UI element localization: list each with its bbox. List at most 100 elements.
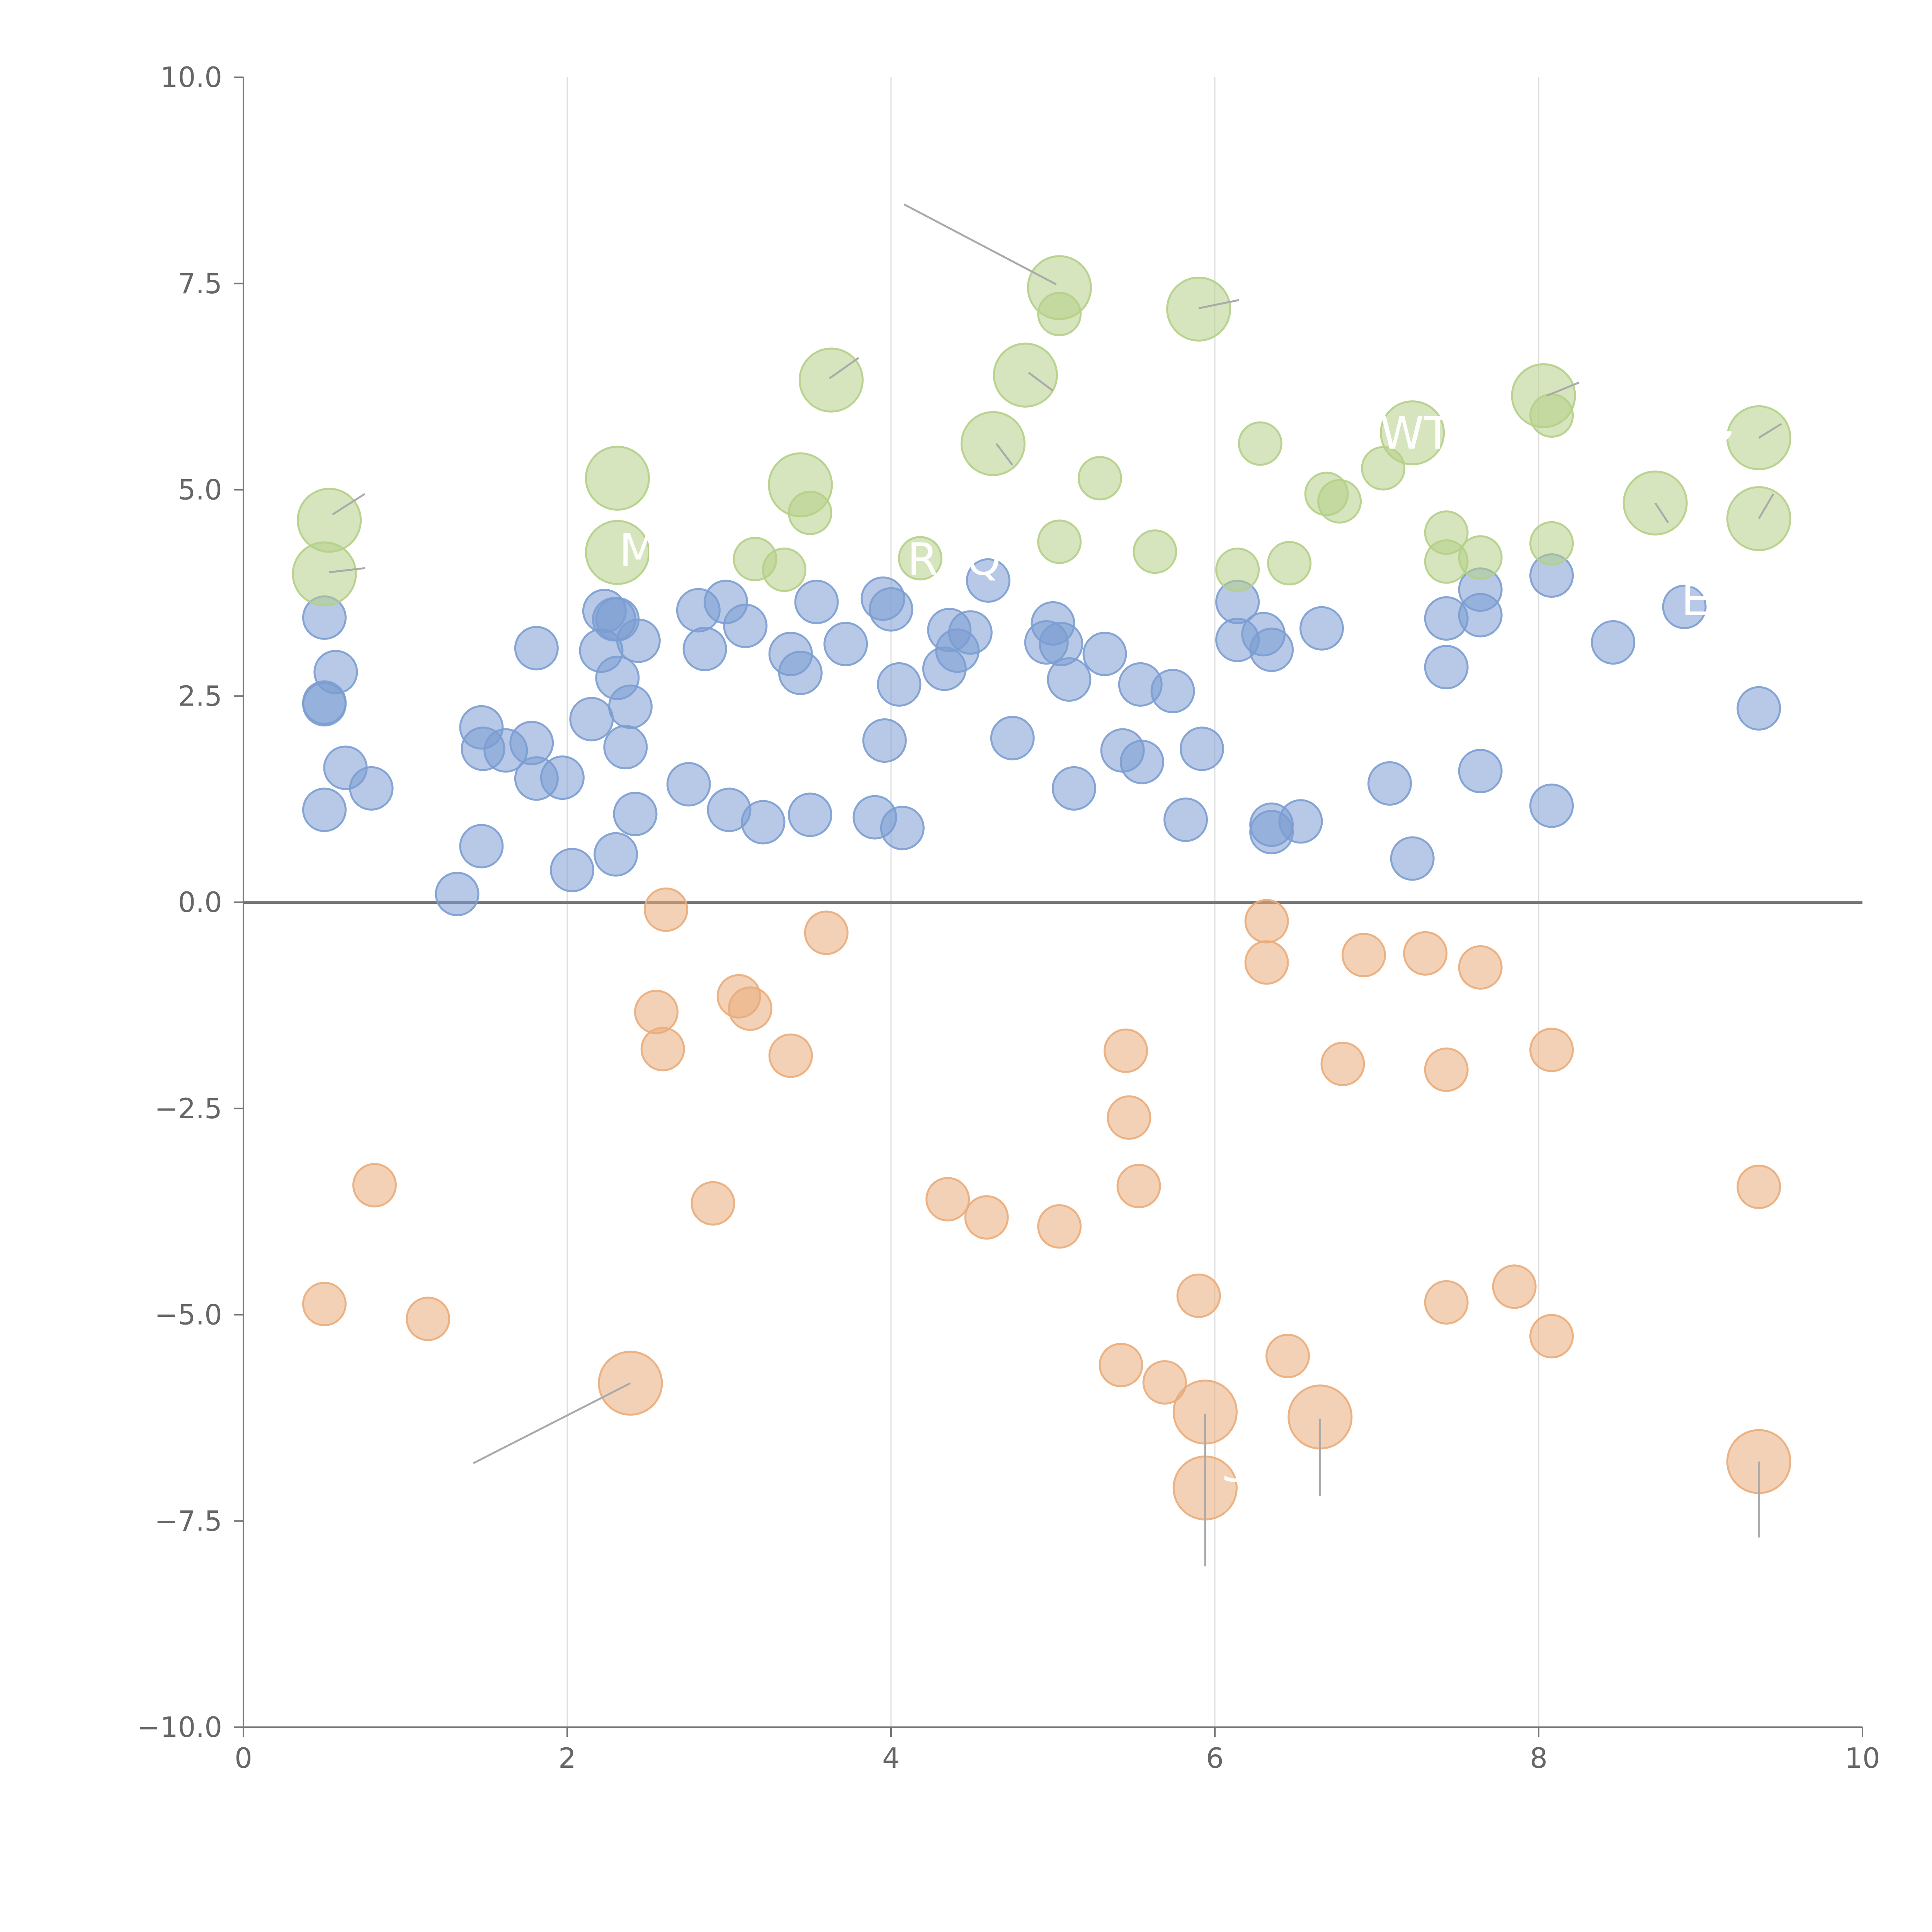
- leader-line: [332, 493, 366, 515]
- green-point: [960, 411, 1026, 476]
- leader-line: [995, 443, 1014, 466]
- y-tick-label: −7.5: [155, 1505, 222, 1537]
- orange-point: [1265, 1333, 1310, 1378]
- x-tick-label: 4: [882, 1742, 900, 1774]
- blue-point: [1249, 628, 1294, 672]
- blue-point: [1662, 585, 1707, 629]
- leader-line: [1654, 502, 1669, 524]
- leader-line: [1028, 372, 1054, 392]
- green-point: [1622, 470, 1688, 536]
- blue-point: [594, 832, 638, 877]
- leader-line: [1198, 299, 1240, 310]
- leader-line: [329, 567, 365, 573]
- blue-point: [1047, 657, 1092, 702]
- blue-point: [435, 872, 480, 917]
- blue-point: [1367, 761, 1412, 806]
- x-tick-label: 6: [1206, 1742, 1224, 1774]
- orange-point: [1424, 1280, 1469, 1325]
- green-point: [1380, 400, 1445, 466]
- blue-point: [948, 610, 993, 655]
- orange-point: [1529, 1314, 1574, 1359]
- blue-point: [869, 587, 913, 632]
- orange-point: [1176, 1273, 1221, 1318]
- orange-point: [1116, 1163, 1161, 1208]
- blue-point: [741, 800, 786, 845]
- leader-line: [829, 357, 859, 379]
- green-point: [1238, 421, 1282, 466]
- point-label: WT: [1380, 408, 1451, 459]
- blue-point: [723, 604, 768, 648]
- orange-point: [1037, 1204, 1082, 1249]
- y-tick-label: 5.0: [178, 474, 222, 506]
- orange-point: [1142, 1360, 1187, 1405]
- green-point: [1317, 479, 1362, 524]
- green-point: [1166, 276, 1231, 342]
- green-point: [1529, 521, 1574, 566]
- point-label: REQ: [907, 534, 1001, 585]
- blue-point: [666, 762, 711, 807]
- leader-line: [473, 1382, 631, 1464]
- blue-point: [990, 716, 1035, 760]
- green-point: [798, 347, 864, 413]
- green-point: [1458, 535, 1503, 580]
- green-point: [585, 446, 650, 511]
- orange-point: [690, 1181, 735, 1226]
- point-label: E: [1681, 574, 1709, 626]
- orange-point: [964, 1195, 1009, 1240]
- orange-point: [1403, 931, 1448, 976]
- blue-point: [1529, 783, 1574, 828]
- blue-point: [569, 697, 614, 742]
- orange-point: [1244, 940, 1289, 985]
- green-point: [1037, 519, 1082, 564]
- green-point: [762, 548, 806, 592]
- y-tick-label: −10.0: [137, 1711, 222, 1743]
- leader-line: [1758, 423, 1782, 439]
- y-tick-label: −5.0: [155, 1299, 222, 1331]
- orange-point: [768, 1033, 813, 1078]
- orange-point: [1099, 1343, 1143, 1388]
- green-point: [1529, 393, 1574, 438]
- blue-point: [794, 580, 839, 624]
- blue-point: [540, 755, 585, 800]
- blue-point: [1179, 726, 1224, 771]
- orange-point: [1458, 945, 1503, 990]
- axes: −10.0 −7.5 −5.0 −2.5 0.0 2.5 5.0 7.5 10.0 0 2 4 6 8 10: [137, 61, 1880, 1774]
- orange-point: [634, 990, 679, 1034]
- orange-point: [644, 887, 689, 932]
- x-tick-label: 8: [1530, 1742, 1548, 1774]
- green-point: [898, 536, 942, 581]
- orange-point: [352, 1163, 397, 1208]
- data-points: [292, 255, 1791, 1520]
- point-label: XZ: [1673, 422, 1734, 474]
- blue-point: [550, 848, 595, 893]
- y-tick-label: −2.5: [155, 1092, 222, 1125]
- orange-point: [804, 910, 849, 955]
- blue-point: [616, 618, 661, 663]
- blue-point: [608, 684, 653, 729]
- blue-point: [1163, 798, 1208, 842]
- orange-point: [1107, 1095, 1151, 1140]
- blue-point: [823, 622, 868, 667]
- blue-point: [514, 626, 559, 670]
- blue-point: [862, 718, 907, 763]
- orange-point: [925, 1177, 970, 1222]
- blue-point: [1424, 645, 1469, 690]
- blue-point: [1591, 620, 1636, 665]
- orange-point: [302, 1282, 347, 1327]
- blue-point: [459, 824, 504, 869]
- y-tick-label: 0.0: [178, 886, 222, 918]
- orange-point: [1104, 1028, 1148, 1073]
- green-point: [1215, 548, 1260, 592]
- green-point: [1267, 541, 1312, 586]
- blue-point: [1458, 749, 1503, 794]
- green-point: [993, 342, 1058, 408]
- orange-point: [1341, 933, 1386, 978]
- blue-point: [880, 806, 925, 850]
- green-point: [292, 541, 357, 607]
- x-tick-label: 10: [1845, 1742, 1880, 1774]
- blue-point: [1278, 799, 1323, 844]
- blue-point: [1119, 740, 1164, 784]
- point-label: S: [1221, 1440, 1250, 1492]
- x-tick-label: 2: [558, 1742, 576, 1774]
- blue-point: [1736, 686, 1781, 731]
